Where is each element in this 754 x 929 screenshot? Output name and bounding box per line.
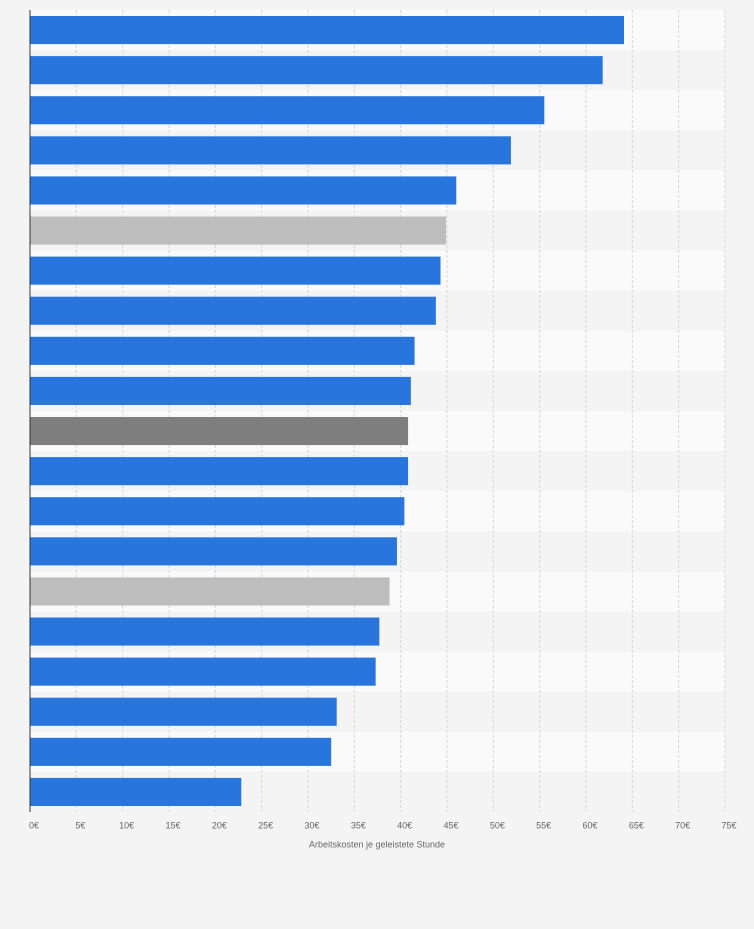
bar: [30, 16, 624, 45]
x-tick-label: 10€: [119, 820, 134, 830]
x-tick-label: 15€: [165, 820, 180, 830]
bar: [30, 256, 441, 285]
bar: [30, 577, 390, 606]
bar: [30, 657, 376, 686]
x-tick-label: 35€: [351, 820, 366, 830]
x-axis-label: Arbeitskosten je geleistete Stunde: [309, 839, 445, 849]
bar: [30, 697, 337, 726]
bar: [30, 617, 380, 646]
x-tick-label: 50€: [490, 820, 505, 830]
x-tick-label: 25€: [258, 820, 273, 830]
bar: [30, 777, 242, 806]
bar: [30, 96, 545, 125]
x-tick-label: 5€: [75, 820, 85, 830]
x-tick-label: 55€: [536, 820, 551, 830]
bar: [30, 216, 447, 245]
x-tick-label: 45€: [443, 820, 458, 830]
x-tick-label: 40€: [397, 820, 412, 830]
bar: [30, 176, 457, 205]
bar: [30, 537, 397, 566]
x-tick-label: 20€: [212, 820, 227, 830]
x-tick-label: 65€: [629, 820, 644, 830]
bar: [30, 136, 511, 165]
x-tick-label: 30€: [304, 820, 319, 830]
bar: [30, 497, 405, 526]
bar: [30, 457, 409, 486]
x-tick-label: 75€: [721, 820, 736, 830]
bar: [30, 336, 415, 365]
bar: [30, 296, 436, 325]
x-tick-label: 0€: [29, 820, 39, 830]
x-tick-label: 60€: [582, 820, 597, 830]
x-tick-label: 70€: [675, 820, 690, 830]
bar: [30, 417, 409, 446]
bar: [30, 56, 603, 85]
bar: [30, 376, 411, 405]
bar: [30, 737, 332, 766]
